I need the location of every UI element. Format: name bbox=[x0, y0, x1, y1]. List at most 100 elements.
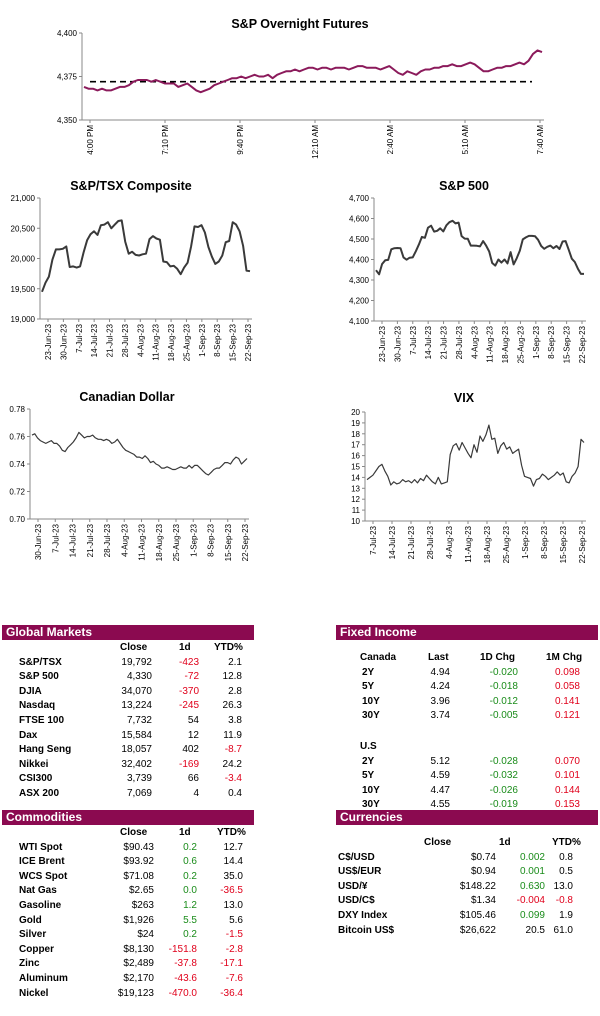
charts-area: S&P Overnight Futures 4,400 4,375 4,350 4:00… bbox=[9, 17, 587, 563]
term-label: 30Y bbox=[362, 710, 380, 722]
term-label: 2Y bbox=[362, 755, 375, 767]
change-1d-value: 0.2 bbox=[183, 870, 197, 882]
close-value: $8,130 bbox=[123, 943, 154, 955]
row-label: Aluminum bbox=[19, 972, 68, 984]
y-tick-label: 16 bbox=[351, 452, 360, 461]
us-header: U.S bbox=[336, 739, 598, 754]
y-tick-label: 4,200 bbox=[349, 297, 370, 306]
x-tick-label: 4-Aug-23 bbox=[136, 323, 145, 356]
term-label: 10Y bbox=[362, 784, 380, 796]
table-row: WTI Spot $90.43 0.2 12.7 bbox=[2, 840, 254, 855]
table-row: WCS Spot $71.08 0.2 35.0 bbox=[2, 869, 254, 884]
table-row: 30Y 3.74 -0.005 0.121 bbox=[336, 708, 598, 723]
row-label: Hang Seng bbox=[19, 744, 72, 756]
ytd-value: -3.4 bbox=[224, 773, 242, 785]
term-label: 10Y bbox=[362, 695, 380, 707]
x-tick-label: 21-Jul-23 bbox=[86, 523, 95, 557]
commodities-header: Close 1d YTD% bbox=[2, 825, 254, 840]
change-1d-value: -37.8 bbox=[174, 958, 197, 970]
table-row: 5Y 4.59 -0.032 0.101 bbox=[336, 768, 598, 783]
change-1d-value: -0.020 bbox=[489, 666, 518, 678]
x-tick-label: 1-Sep-23 bbox=[189, 523, 198, 556]
close-value: $2,170 bbox=[123, 972, 154, 984]
term-label: 30Y bbox=[362, 799, 380, 811]
x-tick-label: 23-Jun-23 bbox=[44, 323, 53, 360]
last-value: 4.47 bbox=[430, 784, 450, 796]
change-1m-value: 0.153 bbox=[554, 799, 580, 811]
fixed-income-title: Fixed Income bbox=[336, 625, 598, 640]
ytd-value: 2.1 bbox=[228, 656, 242, 668]
x-tick-label: 14-Jul-23 bbox=[388, 525, 397, 559]
global-markets-title: Global Markets bbox=[2, 625, 254, 640]
ytd-value: 3.8 bbox=[228, 714, 242, 726]
ytd-value: -8.7 bbox=[224, 744, 242, 756]
series-line bbox=[41, 219, 251, 293]
change-1d-value: 4 bbox=[193, 787, 199, 799]
y-tick-label: 13 bbox=[351, 484, 360, 493]
change-1d-value: 5.5 bbox=[183, 914, 197, 926]
table-row: S&P 500 4,330 -72 12.8 bbox=[2, 669, 254, 684]
x-tick-label: 7:10 PM bbox=[161, 125, 170, 155]
change-1m-value: 0.144 bbox=[554, 784, 580, 796]
table-row: 10Y 4.47 -0.026 0.144 bbox=[336, 783, 598, 798]
y-tick-label: 4,400 bbox=[349, 256, 370, 265]
term-label: 2Y bbox=[362, 666, 375, 678]
x-tick-label: 21-Jul-23 bbox=[106, 323, 115, 357]
x-tick-label: 18-Aug-23 bbox=[483, 525, 492, 563]
ytd-value: -36.5 bbox=[220, 885, 243, 897]
last-value: 3.74 bbox=[430, 710, 450, 722]
row-label: USD/¥ bbox=[338, 880, 368, 892]
global-markets-panel: Global Markets Close 1d YTD% S&P/TSX 19,7… bbox=[2, 625, 254, 801]
y-tick-label: 19,500 bbox=[11, 285, 36, 294]
y-tick-label: 0.78 bbox=[9, 405, 25, 414]
global-markets-header: Close 1d YTD% bbox=[2, 640, 254, 655]
x-tick-label: 18-Aug-23 bbox=[155, 523, 164, 561]
y-tick-label: 4,300 bbox=[349, 276, 370, 285]
table-row: DXY Index $105.46 0.099 1.9 bbox=[336, 908, 598, 923]
x-tick-label: 28-Jul-23 bbox=[103, 523, 112, 557]
row-label: Gold bbox=[19, 914, 42, 926]
chart-spx: S&P 500 4,700 4,600 4,500 4,400 4,300 4,200 4,1… bbox=[349, 179, 587, 363]
y-tick-label: 14 bbox=[351, 473, 360, 482]
change-1d-value: -0.012 bbox=[489, 695, 518, 707]
y-tick-label: 0.72 bbox=[9, 488, 25, 497]
ytd-value: -2.8 bbox=[225, 943, 243, 955]
chart-cad: Canadian Dollar 0.78 0.76 0.74 0.72 0.70 30-Ju… bbox=[9, 390, 250, 561]
x-tick-label: 22-Sep-23 bbox=[578, 525, 587, 563]
table-row: DJIA 34,070 -370 2.8 bbox=[2, 684, 254, 699]
close-value: $0.94 bbox=[470, 866, 496, 878]
change-1d-value: -423 bbox=[178, 656, 199, 668]
col-ytd: YTD% bbox=[217, 827, 246, 838]
close-value: $19,123 bbox=[117, 987, 154, 999]
table-row: Hang Seng 18,057 402 -8.7 bbox=[2, 742, 254, 757]
ytd-value: -0.8 bbox=[555, 895, 573, 907]
x-tick-label: 8-Sep-23 bbox=[207, 523, 216, 556]
y-tick-label: 17 bbox=[351, 441, 360, 450]
change-1d-value: -0.019 bbox=[489, 799, 518, 811]
change-1d-value: 1.2 bbox=[183, 899, 197, 911]
x-tick-label: 8-Sep-23 bbox=[213, 323, 222, 356]
x-tick-label: 2:40 AM bbox=[386, 125, 395, 155]
x-tick-label: 1-Sep-23 bbox=[198, 323, 207, 356]
close-value: $1,926 bbox=[123, 914, 154, 926]
close-value: $2,489 bbox=[123, 958, 154, 970]
row-label: Dax bbox=[19, 729, 38, 741]
table-row: Aluminum $2,170 -43.6 -7.6 bbox=[2, 971, 254, 986]
term-label: 5Y bbox=[362, 770, 375, 782]
col-1d: 1d bbox=[499, 837, 511, 848]
x-tick-label: 4:00 PM bbox=[86, 125, 95, 155]
table-row: USD/C$ $1.34 -0.004 -0.8 bbox=[336, 893, 598, 908]
x-tick-label: 11-Aug-23 bbox=[464, 525, 473, 562]
row-label: Copper bbox=[19, 943, 54, 955]
change-1d-value: 20.5 bbox=[525, 924, 545, 936]
change-1d-value: -169 bbox=[178, 758, 199, 770]
change-1d-value: -0.005 bbox=[489, 710, 518, 722]
change-1d-value: -470.0 bbox=[168, 987, 197, 999]
table-row: Nasdaq 13,224 -245 26.3 bbox=[2, 698, 254, 713]
commodities-title: Commodities bbox=[2, 810, 254, 825]
col-1m-chg: 1M Chg bbox=[546, 652, 583, 663]
table-row: Nat Gas $2.65 0.0 -36.5 bbox=[2, 883, 254, 898]
term-label: 5Y bbox=[362, 681, 375, 693]
ytd-value: -7.6 bbox=[225, 972, 243, 984]
x-tick-label: 21-Jul-23 bbox=[440, 325, 449, 359]
